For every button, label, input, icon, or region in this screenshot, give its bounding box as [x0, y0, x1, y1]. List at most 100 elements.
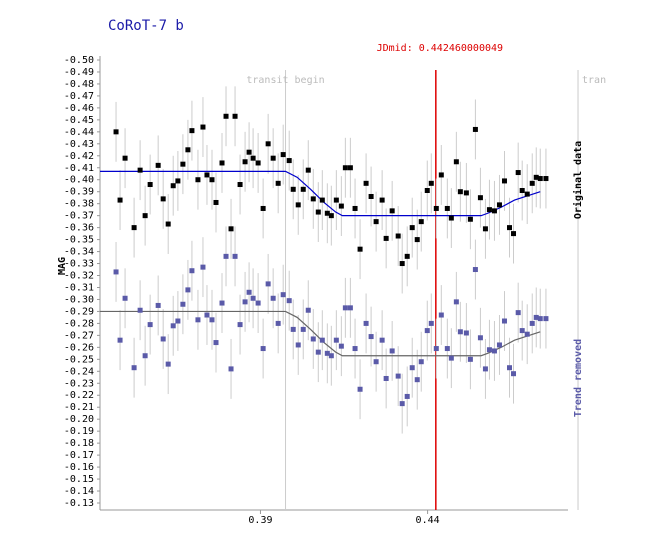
y-tick-label: -0.19: [64, 426, 94, 437]
y-tick-label: -0.41: [64, 163, 94, 174]
data-point: [328, 213, 334, 219]
data-point: [260, 346, 266, 352]
y-tick-label: -0.26: [64, 342, 94, 353]
data-point: [347, 305, 353, 311]
data-point: [457, 189, 463, 195]
data-point: [472, 267, 478, 273]
data-point: [533, 174, 539, 180]
data-point: [170, 323, 176, 329]
data-point: [165, 221, 171, 227]
data-point: [223, 253, 229, 259]
data-point: [180, 301, 186, 307]
data-point: [409, 365, 415, 371]
data-point: [237, 182, 243, 188]
data-point: [155, 162, 161, 168]
y-tick-label: -0.35: [64, 235, 94, 246]
y-tick-label: -0.14: [64, 486, 94, 497]
data-point: [501, 178, 507, 184]
data-point: [482, 366, 488, 372]
legend-label: Trend removed: [573, 339, 584, 417]
data-point: [280, 292, 286, 298]
data-point: [501, 318, 507, 324]
y-tick-label: -0.50: [64, 55, 94, 66]
data-point: [246, 149, 252, 155]
data-point: [137, 167, 143, 173]
data-point: [305, 307, 311, 313]
data-point: [142, 213, 148, 219]
data-point: [379, 197, 385, 203]
data-point: [113, 269, 119, 275]
data-point: [209, 177, 215, 183]
y-tick-label: -0.46: [64, 103, 94, 114]
y-tick-label: -0.13: [64, 498, 94, 509]
data-point: [319, 197, 325, 203]
data-point: [477, 335, 483, 341]
y-tick-label: -0.15: [64, 474, 94, 485]
y-tick-label: -0.32: [64, 271, 94, 282]
data-point: [511, 371, 517, 377]
data-point: [255, 300, 261, 306]
data-point: [444, 346, 450, 352]
y-tick-label: -0.49: [64, 67, 94, 78]
y-tick-label: -0.18: [64, 438, 94, 449]
data-point: [324, 210, 330, 216]
y-tick-label: -0.31: [64, 282, 94, 293]
y-axis-label: MAG: [57, 257, 68, 275]
data-point: [444, 205, 450, 211]
data-point: [486, 347, 492, 353]
y-tick-label: -0.43: [64, 139, 94, 150]
fit-curve: [100, 310, 541, 357]
data-point: [232, 253, 238, 259]
data-point: [347, 165, 353, 171]
data-point: [270, 155, 276, 161]
data-point: [389, 208, 395, 214]
data-point: [242, 299, 248, 305]
data-point: [467, 216, 473, 222]
data-point: [438, 312, 444, 318]
data-point: [507, 365, 512, 371]
data-point: [315, 349, 321, 355]
chart-title: CoRoT-7 b: [108, 18, 184, 34]
y-tick-label: -0.45: [64, 115, 94, 126]
data-point: [363, 180, 369, 186]
data-point: [117, 197, 123, 203]
y-tick-label: -0.30: [64, 294, 94, 305]
data-point: [237, 322, 243, 328]
data-point: [383, 375, 389, 381]
data-point: [195, 317, 201, 323]
y-tick-label: -0.21: [64, 402, 94, 413]
marker-label: tran: [582, 75, 606, 86]
data-point: [342, 165, 348, 171]
x-tick-label: 0.44: [416, 515, 440, 526]
data-point: [338, 343, 344, 349]
data-point: [519, 328, 525, 334]
data-point: [395, 373, 401, 379]
y-tick-label: -0.20: [64, 414, 94, 425]
y-tick-label: -0.34: [64, 247, 94, 258]
data-point: [418, 359, 424, 365]
data-point: [305, 167, 311, 173]
data-point: [389, 348, 395, 354]
data-point: [357, 386, 363, 392]
data-point: [142, 353, 148, 359]
data-point: [363, 320, 369, 326]
data-point: [496, 342, 502, 348]
data-point: [399, 261, 405, 267]
data-point: [373, 359, 379, 365]
data-point: [200, 264, 206, 270]
data-point: [300, 186, 306, 192]
data-point: [543, 176, 549, 182]
data-point: [404, 253, 410, 259]
y-tick-label: -0.23: [64, 378, 94, 389]
data-point: [295, 342, 301, 348]
data-point: [228, 366, 234, 372]
data-point: [295, 202, 301, 208]
data-point: [189, 128, 195, 134]
data-point: [537, 176, 543, 182]
data-point: [529, 180, 535, 186]
data-point: [491, 208, 497, 214]
data-point: [147, 322, 153, 328]
data-point: [219, 300, 225, 306]
data-point: [270, 295, 276, 301]
data-point: [290, 186, 296, 192]
